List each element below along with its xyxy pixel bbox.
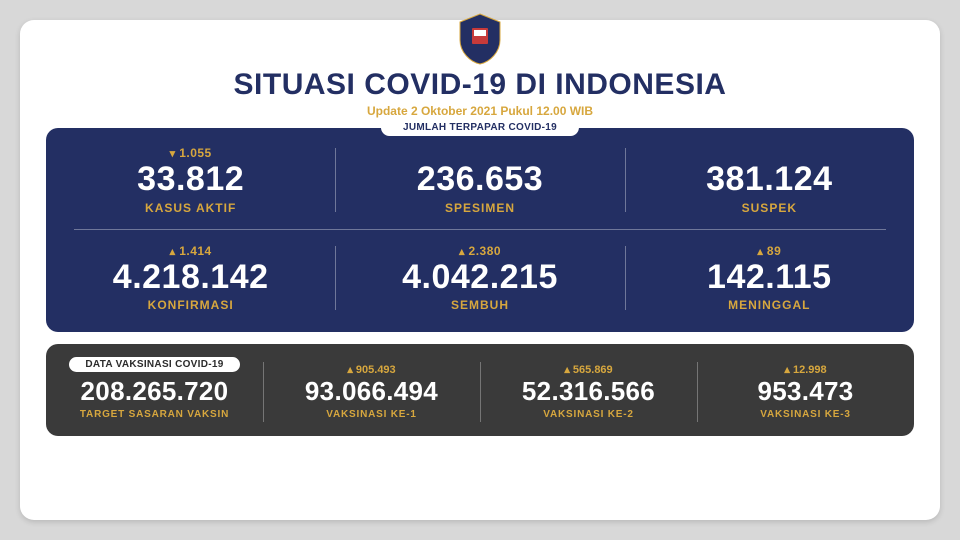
value-dose3: 953.473 (705, 378, 906, 405)
delta-active: 1.055 (56, 146, 325, 160)
label-suspect: SUSPEK (635, 201, 904, 215)
delta-recovered: 2.380 (345, 244, 614, 258)
stat-vax-dose2: 565.869 52.316.566 VAKSINASI KE-2 (480, 359, 697, 423)
vaccination-panel: DATA VAKSINASI COVID-19 208.265.720 TARG… (46, 344, 914, 435)
label-recovered: SEMBUH (345, 298, 614, 312)
value-vax-target: 208.265.720 (54, 378, 255, 405)
delta-dose2: 565.869 (488, 363, 689, 376)
label-confirmed: KONFIRMASI (56, 298, 325, 312)
value-dose1: 93.066.494 (271, 378, 472, 405)
label-deaths: MENINGGAL (635, 298, 904, 312)
stat-confirmed: 1.414 4.218.142 KONFIRMASI (46, 240, 335, 317)
value-confirmed: 4.218.142 (56, 260, 325, 296)
delta-dose3: 12.998 (705, 363, 906, 376)
label-vax-target: TARGET SASARAN VAKSIN (54, 409, 255, 420)
value-recovered: 4.042.215 (345, 260, 614, 296)
exposure-badge: JUMLAH TERPAPAR COVID-19 (381, 119, 579, 136)
national-emblem-icon (456, 12, 504, 66)
label-dose3: VAKSINASI KE-3 (705, 409, 906, 420)
value-active: 33.812 (56, 162, 325, 198)
value-deaths: 142.115 (635, 260, 904, 296)
label-active: KASUS AKTIF (56, 201, 325, 215)
stat-vax-dose3: 12.998 953.473 VAKSINASI KE-3 (697, 359, 914, 423)
label-specimen: SPESIMEN (345, 201, 614, 215)
value-dose2: 52.316.566 (488, 378, 689, 405)
page-title: SITUASI COVID-19 DI INDONESIA (46, 68, 914, 102)
stat-recovered: 2.380 4.042.215 SEMBUH (335, 240, 624, 317)
divider (74, 229, 886, 230)
dashboard-card: SITUASI COVID-19 DI INDONESIA Update 2 O… (20, 20, 940, 520)
value-specimen: 236.653 (345, 162, 614, 198)
label-dose1: VAKSINASI KE-1 (271, 409, 472, 420)
stat-vax-dose1: 905.493 93.066.494 VAKSINASI KE-1 (263, 359, 480, 423)
label-dose2: VAKSINASI KE-2 (488, 409, 689, 420)
stat-suspect: . 381.124 SUSPEK (625, 142, 914, 219)
delta-dose1: 905.493 (271, 363, 472, 376)
delta-confirmed: 1.414 (56, 244, 325, 258)
update-timestamp: Update 2 Oktober 2021 Pukul 12.00 WIB (46, 104, 914, 118)
exposure-bottom-row: 1.414 4.218.142 KONFIRMASI 2.380 4.042.2… (46, 240, 914, 317)
stat-vax-target: DATA VAKSINASI COVID-19 208.265.720 TARG… (46, 350, 263, 423)
exposure-top-row: 1.055 33.812 KASUS AKTIF . 236.653 SPESI… (46, 142, 914, 219)
stat-active-cases: 1.055 33.812 KASUS AKTIF (46, 142, 335, 219)
exposure-panel: JUMLAH TERPAPAR COVID-19 1.055 33.812 KA… (46, 128, 914, 332)
vaccination-row: DATA VAKSINASI COVID-19 208.265.720 TARG… (46, 350, 914, 423)
stat-specimen: . 236.653 SPESIMEN (335, 142, 624, 219)
value-suspect: 381.124 (635, 162, 904, 198)
stat-deaths: 89 142.115 MENINGGAL (625, 240, 914, 317)
vaccination-badge: DATA VAKSINASI COVID-19 (69, 357, 239, 372)
delta-deaths: 89 (635, 244, 904, 258)
